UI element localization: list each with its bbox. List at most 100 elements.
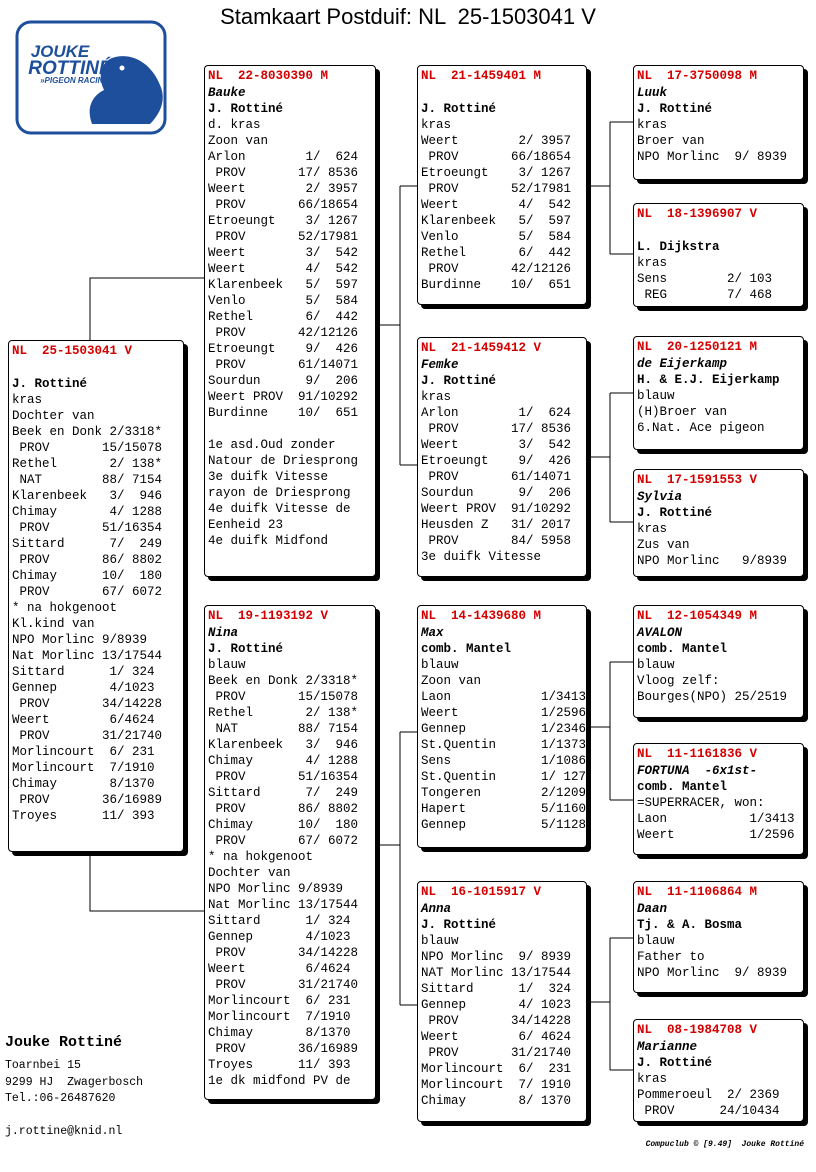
email: j.rottine@knid.nl <box>5 1125 123 1138</box>
result-line: * na hokgenoot <box>12 601 118 615</box>
result-line: NPO Morlinc 9/8939 <box>12 633 148 647</box>
ring-number: NL 17-3750098 M <box>637 69 758 83</box>
result-line: PROV 61/14071 <box>208 358 359 372</box>
breeder: J. Rottiné <box>637 102 713 116</box>
result-line: Burdinne 10/ 651 <box>421 278 572 292</box>
result-line: PROV 51/16354 <box>208 770 359 784</box>
result-line: Arlon 1/ 624 <box>421 406 572 420</box>
result-line: Sourdun 9/ 206 <box>208 374 359 388</box>
pedigree-card: NL 25-1503041 V J. Rottiné kras Dochter van… <box>8 340 184 852</box>
result-line: Rethel 2/ 138* <box>12 457 163 471</box>
result-line: PROV 51/16354 <box>12 521 163 535</box>
result-line: Klarenbeek 5/ 597 <box>208 278 359 292</box>
result-line: Morlincourt 7/1910 <box>208 1010 351 1024</box>
result-line: St.Quentin 1/1373 <box>421 738 587 752</box>
pedigree-card: NL 14-1439680 M Max comb. Mantel blauw Zoon … <box>417 605 587 848</box>
ring-number: NL 20-1250121 M <box>637 340 758 354</box>
result-line: Troyes 11/ 393 <box>12 809 155 823</box>
result-line: blauw <box>637 389 675 403</box>
result-line: Heusden Z 31/ 2017 <box>421 518 572 532</box>
ring-number: NL 21-1459412 V <box>421 341 542 355</box>
pedigree-card: NL 19-1193192 V Nina J. Rottiné blauw Beek e… <box>204 605 376 1100</box>
result-line: NPO Morlinc 9/ 8939 <box>421 950 572 964</box>
pigeon-name: Max <box>421 626 444 640</box>
ring-number: NL 19-1193192 V <box>208 609 329 623</box>
result-line: blauw <box>421 934 459 948</box>
breeder: comb. Mantel <box>637 780 728 794</box>
pigeon-name: Marianne <box>637 1040 698 1054</box>
pigeon-name: Sylvia <box>637 490 683 504</box>
result-line: PROV 31/21740 <box>421 1046 572 1060</box>
result-line: Chimay 8/1370 <box>208 1026 351 1040</box>
page-title: Stamkaart Postduif: NL 25-1503041 V <box>220 4 596 29</box>
breeder: J. Rottiné <box>208 102 284 116</box>
result-line: Weert 3/ 542 <box>208 246 359 260</box>
result-line: blauw <box>637 658 675 672</box>
result-line: Rethel 6/ 442 <box>208 310 359 324</box>
ring-number: NL 17-1591553 V <box>637 473 758 487</box>
contact-name: Jouke Rottiné <box>5 1034 123 1051</box>
result-line: Beek en Donk 2/3318* <box>208 674 359 688</box>
remark-line: 4e duifk Vitesse de <box>208 502 351 516</box>
result-line: Klarenbeek 3/ 946 <box>208 738 359 752</box>
result-line: NPO Morlinc 9/ 8939 <box>637 150 788 164</box>
result-line: Zus van <box>637 538 690 552</box>
result-line: Chimay 8/1370 <box>12 777 155 791</box>
pedigree-card: NL 22-8030390 M Bauke J. Rottiné d. kras Zoo… <box>204 65 376 577</box>
result-line: Pommeroeul 2/ 2369 <box>637 1088 780 1102</box>
result-line: Morlincourt 7/1910 <box>12 761 155 775</box>
result-line: Dochter van <box>12 409 95 423</box>
result-line: Gennep 4/1023 <box>12 681 155 695</box>
result-line: NPO Morlinc 9/ 8939 <box>637 966 788 980</box>
result-line: NPO Morlinc 9/8939 <box>637 554 788 568</box>
result-line: PROV 17/ 8536 <box>421 422 572 436</box>
result-line: Sittard 7/ 249 <box>12 537 163 551</box>
remark-line: 1e asd.Oud zonder <box>208 438 336 452</box>
result-line: Weert 1/2596 <box>637 828 795 842</box>
result-line: kras <box>421 390 452 404</box>
result-line: Morlincourt 6/ 231 <box>12 745 155 759</box>
result-line: * na hokgenoot <box>208 850 314 864</box>
result-line: Broer van <box>637 134 705 148</box>
result-line: Gennep 4/1023 <box>208 930 351 944</box>
result-line: Zoon van <box>421 674 482 688</box>
breeder: J. Rottiné <box>637 1056 713 1070</box>
result-line: PROV 34/14228 <box>208 946 359 960</box>
result-line: Laon 1/3413 <box>421 690 587 704</box>
result-line: Arlon 1/ 624 <box>208 150 359 164</box>
result-line: blauw <box>208 658 246 672</box>
result-line: PROV 36/16989 <box>208 1042 359 1056</box>
result-line: Weert PROV 91/10292 <box>208 390 359 404</box>
breeder: J. Rottiné <box>421 102 497 116</box>
ring-number: NL 14-1439680 M <box>421 609 542 623</box>
result-line: Morlincourt 7/ 1910 <box>421 1078 572 1092</box>
result-line: PROV 61/14071 <box>421 470 572 484</box>
result-line: Weert 6/4624 <box>12 713 155 727</box>
result-line: NPO Morlinc 9/8939 <box>208 882 344 896</box>
result-line: PROV 42/12126 <box>208 326 359 340</box>
result-line: PROV 66/18654 <box>421 150 572 164</box>
breeder: Tj. & A. Bosma <box>637 918 743 932</box>
result-line: Burdinne 10/ 651 <box>208 406 359 420</box>
address-line: 9299 HJ Zwagerbosch <box>5 1076 144 1089</box>
result-line: Vloog zelf: <box>637 674 720 688</box>
result-line: Etroeungt 3/ 1267 <box>421 166 572 180</box>
result-line: PROV 15/15078 <box>12 441 163 455</box>
result-line: Weert 6/ 4624 <box>421 1030 572 1044</box>
result-line: Sittard 1/ 324 <box>12 665 155 679</box>
ring-number: NL 25-1503041 V <box>12 344 133 358</box>
result-line: kras <box>637 1072 668 1086</box>
result-line: Etroeungt 3/ 1267 <box>208 214 359 228</box>
address-line: Toarnbei 15 <box>5 1059 81 1072</box>
remark-line: 4e duifk Midfond <box>208 534 329 548</box>
result-line: PROV 17/ 8536 <box>208 166 359 180</box>
result-line: 3e duifk Vitesse <box>421 550 542 564</box>
result-line: Weert 2/ 3957 <box>208 182 359 196</box>
result-line: PROV 24/10434 <box>637 1104 780 1118</box>
breeder: comb. Mantel <box>421 642 512 656</box>
result-line: kras <box>12 393 43 407</box>
result-line: Dochter van <box>208 866 291 880</box>
result-line: kras <box>637 118 668 132</box>
result-line: Morlincourt 6/ 231 <box>421 1062 572 1076</box>
ring-number: NL 11-1161836 V <box>637 747 758 761</box>
